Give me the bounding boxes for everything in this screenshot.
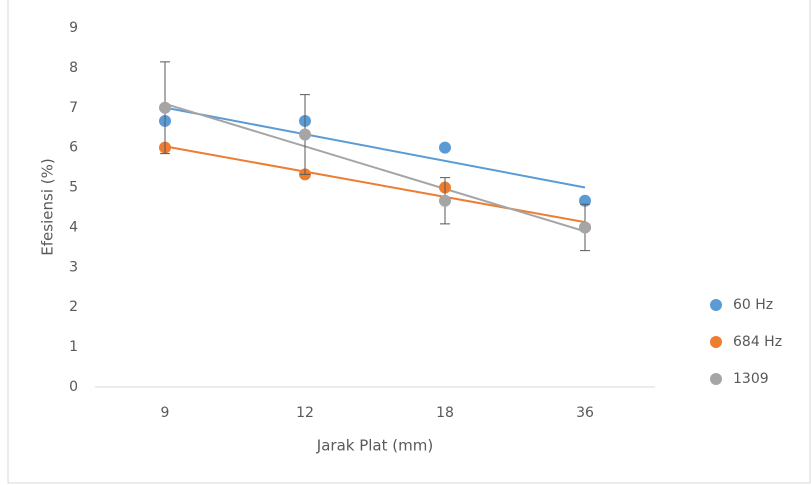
x-axis-label: Jarak Plat (mm) — [316, 437, 433, 455]
legend-marker — [710, 299, 722, 311]
x-tick-label: 12 — [296, 405, 314, 421]
x-tick-label: 9 — [161, 405, 170, 421]
y-tick-label: 1 — [69, 339, 78, 355]
y-tick-label: 9 — [69, 20, 78, 36]
trendline — [164, 102, 586, 233]
point — [439, 141, 451, 154]
y-tick-label: 8 — [69, 60, 78, 76]
point — [439, 194, 451, 207]
x-tick-label: 36 — [576, 405, 594, 421]
legend-label: 1309 — [733, 371, 769, 387]
point — [579, 221, 591, 234]
y-tick-label: 7 — [69, 100, 78, 116]
y-tick-label: 5 — [69, 180, 78, 196]
y-axis-label: Efesiensi (%) — [39, 158, 57, 255]
point — [159, 101, 171, 114]
legend-marker — [710, 373, 722, 385]
y-tick-label: 3 — [69, 259, 78, 275]
y-tick-label: 4 — [69, 219, 78, 235]
point — [299, 128, 311, 141]
legend-marker — [710, 336, 722, 348]
point — [579, 194, 591, 207]
x-tick-label: 18 — [436, 405, 454, 421]
chart-frame — [7, 0, 811, 484]
legend-label: 684 Hz — [733, 334, 782, 350]
trendline — [164, 145, 586, 224]
y-tick-label: 0 — [69, 379, 78, 395]
legend-label: 60 Hz — [733, 297, 773, 313]
trendline — [164, 106, 586, 189]
y-tick-label: 6 — [69, 140, 78, 156]
y-tick-label: 2 — [69, 299, 78, 315]
